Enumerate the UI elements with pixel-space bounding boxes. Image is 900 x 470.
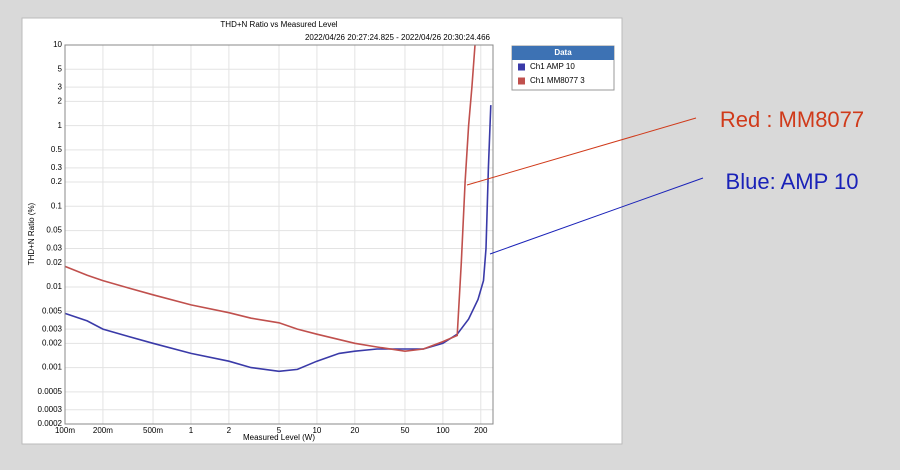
legend-label: Ch1 AMP 10 — [530, 62, 575, 71]
x-tick-label: 5 — [277, 426, 282, 435]
annotation-text: Red : MM8077 — [720, 107, 864, 132]
legend-header — [512, 46, 614, 60]
x-tick-label: 20 — [350, 426, 359, 435]
annotation-text: Blue: AMP 10 — [726, 169, 859, 194]
x-tick-label: 100m — [55, 426, 75, 435]
annotations: Red : MM8077 Blue: AMP 10 — [466, 107, 864, 255]
y-tick-label: 0.2 — [51, 177, 63, 186]
y-tick-label: 0.005 — [42, 306, 63, 315]
y-tick-label: 0.5 — [51, 145, 63, 154]
y-tick-label: 2 — [58, 96, 63, 105]
legend-swatch — [518, 63, 525, 71]
y-tick-label: 3 — [58, 82, 63, 91]
x-tick-label: 500m — [143, 426, 163, 435]
y-tick-label: 0.01 — [46, 282, 62, 291]
series-line — [64, 105, 492, 373]
y-tick-label: 0.3 — [51, 163, 63, 172]
y-tick-label: 1 — [58, 121, 63, 130]
legend-title: Data — [554, 48, 572, 57]
y-tick-label: 0.0002 — [38, 419, 63, 428]
legend: Data — [511, 45, 615, 91]
chart-title: THD+N Ratio vs Measured Level — [220, 20, 337, 29]
y-tick-label: 5 — [58, 64, 63, 73]
x-tick-label: 2 — [227, 426, 232, 435]
x-axis-label: Measured Level (W) — [243, 433, 315, 442]
y-tick-label: 0.1 — [51, 201, 63, 210]
y-tick-label: 0.03 — [46, 244, 62, 253]
y-tick-label: 0.02 — [46, 258, 62, 267]
y-tick-label: 10 — [53, 40, 62, 49]
x-tick-label: 200 — [474, 426, 488, 435]
legend-label: Ch1 MM8077 3 — [530, 76, 585, 85]
annotation-pointer — [466, 117, 697, 186]
grid: 10 5 3 2 1 0.5 0.3 0.2 0.1 0.05 0.03 0.02 0.01 0.005 0… — [38, 40, 493, 435]
plot-frame — [64, 44, 494, 425]
annotation-pointer — [489, 177, 704, 255]
x-tick-label: 10 — [312, 426, 321, 435]
x-tick-label: 200m — [93, 426, 113, 435]
y-tick-label: 0.0005 — [38, 387, 63, 396]
x-tick-label: 50 — [401, 426, 410, 435]
plot — [64, 44, 492, 373]
y-tick-label: 0.001 — [42, 363, 63, 372]
series-line — [64, 44, 476, 353]
x-tick-label: 1 — [189, 426, 194, 435]
chart-subtitle: 2022/04/26 20:27:24.825 - 2022/04/26 20:… — [305, 33, 491, 42]
y-axis-label: THD+N Ratio (%) — [27, 202, 36, 265]
x-tick-label: 100 — [436, 426, 450, 435]
y-tick-label: 0.003 — [42, 324, 63, 333]
legend-swatch — [518, 77, 525, 85]
y-tick-label: 0.0003 — [38, 405, 63, 414]
y-tick-label: 0.05 — [46, 226, 62, 235]
y-tick-label: 0.002 — [42, 338, 63, 347]
